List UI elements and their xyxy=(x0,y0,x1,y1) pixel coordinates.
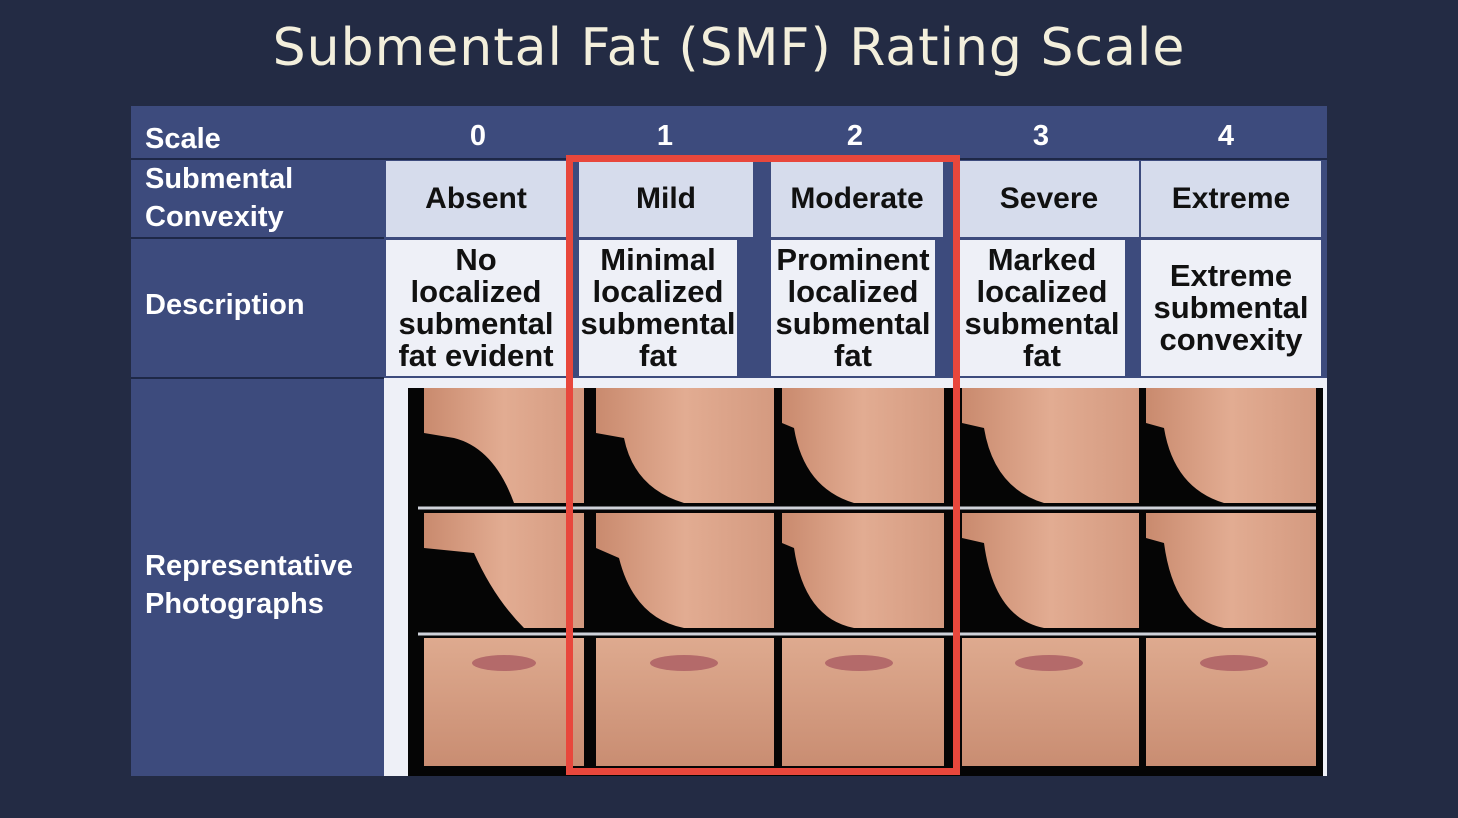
description-line: submental xyxy=(775,306,931,341)
convexity-text: Moderate xyxy=(790,182,924,215)
description-line: submental xyxy=(398,306,554,341)
lips xyxy=(650,655,718,671)
description-line: localized xyxy=(976,274,1108,309)
description-line: submental xyxy=(1153,290,1309,325)
description-line: submental xyxy=(964,306,1120,341)
description-cell-3: Marked localized submental fat xyxy=(959,240,1125,376)
description-line: Prominent xyxy=(776,242,930,277)
lips xyxy=(825,655,893,671)
convexity-cell-severe: Severe xyxy=(959,161,1139,237)
scale-number-2: 2 xyxy=(846,120,864,152)
scale-number-1: 1 xyxy=(656,120,674,152)
description-line: localized xyxy=(410,274,542,309)
description-line: Minimal xyxy=(600,242,716,277)
convexity-text: Extreme xyxy=(1171,182,1291,215)
convexity-cell-extreme: Extreme xyxy=(1141,161,1321,237)
description-line: Marked xyxy=(987,242,1097,277)
lips xyxy=(1200,655,1268,671)
description-line: No xyxy=(455,242,497,277)
profile-photo xyxy=(782,388,944,503)
convexity-label-line1: Submental xyxy=(145,163,294,195)
scale-row-label: Scale xyxy=(145,123,221,155)
oblique-photo xyxy=(596,513,774,628)
photo-column-1 xyxy=(596,388,774,766)
convexity-cell-mild: Mild xyxy=(579,161,753,237)
row-divider xyxy=(131,237,384,239)
slide-title: Submental Fat (SMF) Rating Scale xyxy=(272,18,1186,78)
profile-photo xyxy=(1146,388,1316,503)
lips xyxy=(472,655,536,671)
description-line: fat evident xyxy=(398,338,554,373)
highlight-box xyxy=(566,155,960,775)
photos-row-label: Representative Photographs xyxy=(145,547,353,623)
description-cell-2: Prominent localized submental fat xyxy=(771,240,935,376)
description-cell-0: No localized submental fat evident xyxy=(386,240,566,376)
convexity-text: Severe xyxy=(999,182,1099,215)
convexity-text: Mild xyxy=(636,182,696,215)
scale-number-3: 3 xyxy=(1032,120,1050,152)
description-cell-4: Extreme submental convexity xyxy=(1141,240,1321,376)
oblique-photo xyxy=(782,513,944,628)
scale-number-4: 4 xyxy=(1217,120,1235,152)
photo-column-4 xyxy=(1146,388,1316,766)
convexity-label-line2: Convexity xyxy=(145,201,284,233)
oblique-photo xyxy=(1146,513,1316,628)
description-row-label: Description xyxy=(145,289,305,321)
photos-label-line2: Photographs xyxy=(145,588,324,620)
scale-number-0: 0 xyxy=(469,120,487,152)
convexity-row-label: Submental Convexity xyxy=(145,160,293,236)
description-line: Extreme xyxy=(1169,258,1293,293)
photo-column-2 xyxy=(782,388,944,766)
description-line: convexity xyxy=(1159,322,1303,357)
lips xyxy=(1015,655,1083,671)
oblique-photo xyxy=(424,513,584,628)
photo-column-0 xyxy=(424,388,584,766)
photos-label-line1: Representative xyxy=(145,550,353,582)
description-line: fat xyxy=(1023,338,1061,373)
profile-photo xyxy=(424,388,584,503)
description-line: fat xyxy=(639,338,677,373)
convexity-cell-absent: Absent xyxy=(386,161,566,237)
convexity-cell-moderate: Moderate xyxy=(771,161,943,237)
description-line: submental xyxy=(580,306,736,341)
profile-photo xyxy=(962,388,1139,503)
oblique-photo xyxy=(962,513,1139,628)
convexity-text: Absent xyxy=(425,182,527,215)
description-cell-1: Minimal localized submental fat xyxy=(579,240,737,376)
row-divider xyxy=(131,377,384,379)
profile-photo xyxy=(596,388,774,503)
description-line: localized xyxy=(592,274,724,309)
photo-column-3 xyxy=(962,388,1139,766)
description-line: fat xyxy=(834,338,872,373)
description-line: localized xyxy=(787,274,919,309)
